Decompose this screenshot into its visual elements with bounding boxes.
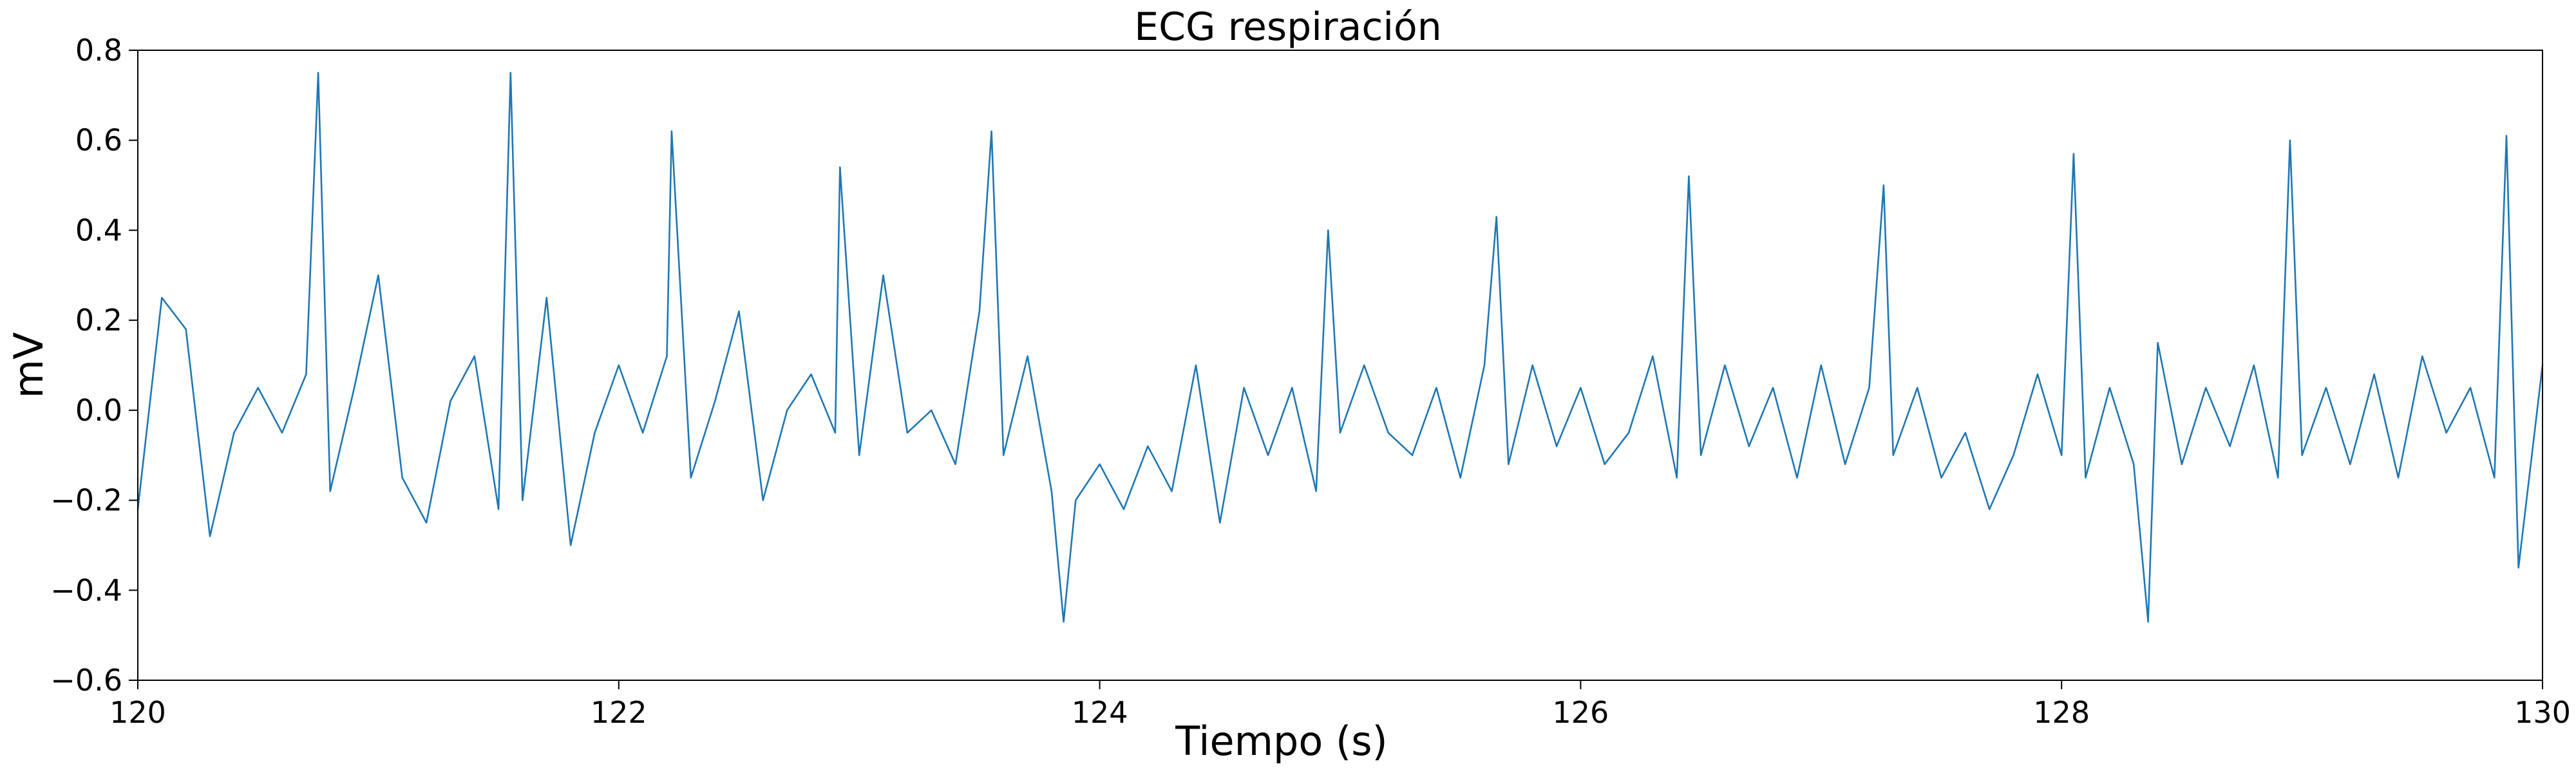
x-axis-label: Tiempo (s) (1175, 718, 1387, 765)
y-axis-label: mV (5, 332, 52, 399)
ecg-signal-line (137, 72, 2544, 623)
x-tick-label: 120 (109, 695, 166, 730)
y-tick-label: −0.2 (50, 483, 122, 518)
y-tick-label: 0.2 (75, 303, 122, 338)
plot-area (137, 72, 2544, 623)
x-tick-label: 128 (2033, 695, 2090, 730)
plot-frame (137, 50, 2543, 681)
y-tick-label: −0.4 (50, 573, 122, 607)
y-tick-label: 0.0 (75, 393, 122, 428)
y-tick-label: 0.8 (75, 33, 122, 68)
x-tick-label: 124 (1072, 695, 1128, 730)
y-axis: −0.6 −0.4 −0.2 0.0 0.2 0.4 0.6 0.8 (50, 33, 138, 698)
x-axis: 120 122 124 126 128 130 (109, 680, 2571, 730)
x-tick-label: 126 (1552, 695, 1609, 730)
x-tick-label: 130 (2514, 695, 2571, 730)
y-tick-label: 0.4 (75, 213, 122, 247)
y-tick-label: −0.6 (50, 663, 122, 698)
chart-title: ECG respiración (1134, 5, 1441, 50)
y-tick-label: 0.6 (75, 123, 122, 158)
x-tick-label: 122 (591, 695, 647, 730)
